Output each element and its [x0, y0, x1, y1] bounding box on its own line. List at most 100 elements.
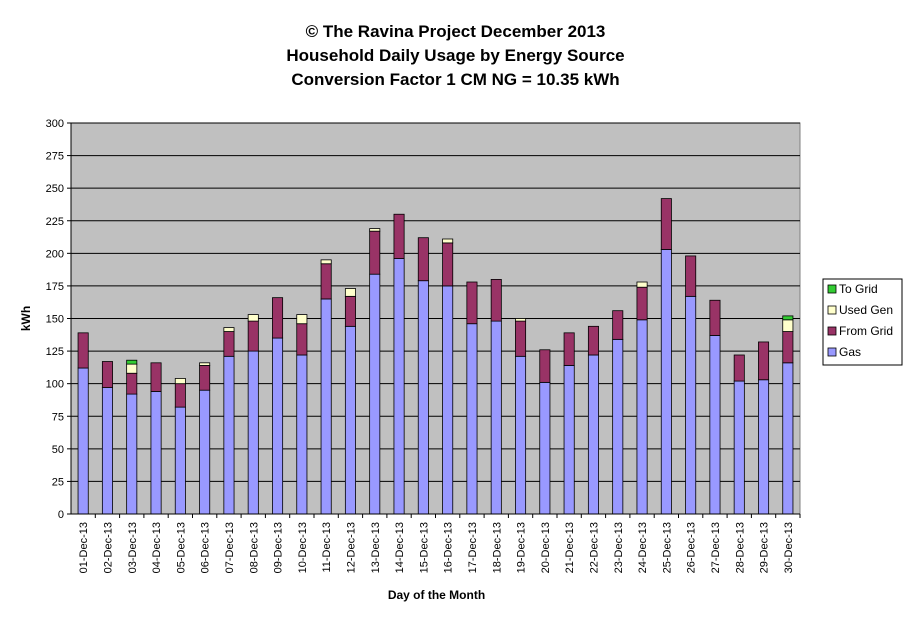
bar-used-gen	[296, 314, 308, 325]
bar-gas	[466, 323, 478, 515]
y-tick-label: 75	[52, 411, 64, 423]
y-tick-label: 250	[46, 183, 64, 195]
bar-used-gen	[223, 327, 235, 332]
bar-from-grid	[247, 320, 259, 352]
bar-gas	[223, 355, 235, 515]
x-tick-label: 30-Dec-13	[783, 522, 795, 573]
bar-gas	[685, 295, 697, 515]
gridlines	[71, 122, 800, 482]
bar-used-gen	[344, 288, 356, 297]
x-tick-label: 07-Dec-13	[224, 522, 236, 573]
x-axis-label: Day of the Month	[388, 588, 485, 602]
x-tick-label: 08-Dec-13	[248, 522, 260, 573]
legend-swatch-used-gen	[827, 305, 837, 315]
x-tick-label: 06-Dec-13	[200, 522, 212, 573]
x-tick-label: 15-Dec-13	[418, 522, 430, 573]
bar-gas	[126, 393, 138, 515]
bar-gas	[758, 379, 770, 515]
bar-gas	[782, 362, 794, 515]
bar-from-grid	[466, 281, 478, 325]
bar-gas	[77, 367, 89, 515]
bar-from-grid	[393, 213, 405, 259]
x-tick-label: 12-Dec-13	[345, 522, 357, 573]
bar-used-gen	[126, 363, 138, 374]
bar-used-gen	[247, 314, 259, 322]
x-tick-label: 27-Dec-13	[710, 522, 722, 573]
bar-from-grid	[442, 242, 454, 287]
x-tick-label: 04-Dec-13	[151, 522, 163, 573]
x-tick-label: 09-Dec-13	[273, 522, 285, 573]
bar-from-grid	[636, 286, 648, 321]
bar-from-grid	[587, 325, 599, 356]
bar-from-grid	[515, 320, 527, 357]
bar-from-grid	[539, 349, 551, 383]
bar-from-grid	[563, 332, 575, 366]
bar-from-grid	[490, 278, 502, 322]
bar-from-grid	[417, 237, 429, 282]
y-axis-label: kWh	[19, 306, 33, 331]
x-tick-label: 03-Dec-13	[127, 522, 139, 573]
bar-from-grid	[758, 341, 770, 381]
bar-from-grid	[733, 354, 745, 382]
bar-from-grid	[320, 263, 332, 300]
bar-used-gen	[320, 259, 332, 265]
bar-from-grid	[660, 198, 672, 250]
bar-used-gen	[174, 378, 186, 385]
bar-from-grid	[223, 331, 235, 357]
bar-from-grid	[369, 230, 381, 275]
y-tick-label: 275	[46, 151, 64, 163]
x-tick-label: 13-Dec-13	[370, 522, 382, 573]
x-tick-label: 01-Dec-13	[78, 522, 90, 573]
bar-gas	[369, 273, 381, 515]
bar-gas	[442, 285, 454, 515]
y-tick-label: 300	[46, 118, 64, 130]
x-tick-label: 19-Dec-13	[516, 522, 528, 573]
bar-to-grid	[126, 359, 138, 365]
bar-used-gen	[515, 318, 527, 322]
y-tick-label: 200	[46, 248, 64, 260]
bar-from-grid	[150, 362, 162, 392]
y-tick-label: 125	[46, 346, 64, 358]
bar-gas	[393, 258, 405, 515]
x-tick-label: 17-Dec-13	[467, 522, 479, 573]
legend-label-to-grid: To Grid	[839, 282, 878, 296]
bar-used-gen	[442, 238, 454, 244]
bar-from-grid	[126, 372, 138, 395]
bar-from-grid	[272, 297, 284, 339]
y-tick-label: 50	[52, 444, 64, 456]
x-tick-label: 14-Dec-13	[394, 522, 406, 573]
x-tick-label: 22-Dec-13	[588, 522, 600, 573]
chart-title-line-1: © The Ravina Project December 2013	[305, 22, 606, 41]
bar-from-grid	[174, 383, 186, 408]
bar-from-grid	[612, 310, 624, 340]
x-tick-label: 23-Dec-13	[613, 522, 625, 573]
bar-from-grid	[782, 331, 794, 364]
bar-gas	[247, 350, 259, 515]
legend-label-used-gen: Used Gen	[839, 303, 893, 317]
bar-gas	[490, 320, 502, 515]
bar-gas	[150, 391, 162, 515]
x-tick-label: 16-Dec-13	[443, 522, 455, 573]
chart-title-line-3: Conversion Factor 1 CM NG = 10.35 kWh	[291, 70, 620, 89]
x-tick-label: 21-Dec-13	[564, 522, 576, 573]
y-tick-label: 0	[58, 509, 64, 521]
legend-swatch-gas	[827, 347, 837, 357]
bar-gas	[417, 280, 429, 515]
x-tick-label: 29-Dec-13	[759, 522, 771, 573]
bar-gas	[296, 354, 308, 515]
bar-gas	[612, 338, 624, 515]
bar-to-grid	[782, 315, 794, 321]
legend-label-from-grid: From Grid	[839, 324, 893, 338]
bar-gas	[733, 380, 745, 515]
bar-gas	[272, 337, 284, 515]
legend: To Grid Used Gen From Grid Gas	[822, 278, 903, 366]
x-tick-label: 26-Dec-13	[686, 522, 698, 573]
bar-gas	[709, 335, 721, 515]
bar-gas	[563, 365, 575, 515]
bar-used-gen	[369, 228, 381, 232]
x-tick-label: 20-Dec-13	[540, 522, 552, 573]
x-tick-label: 25-Dec-13	[661, 522, 673, 573]
bar-from-grid	[77, 332, 89, 369]
x-tick-label: 05-Dec-13	[175, 522, 187, 573]
bar-gas	[515, 355, 527, 515]
